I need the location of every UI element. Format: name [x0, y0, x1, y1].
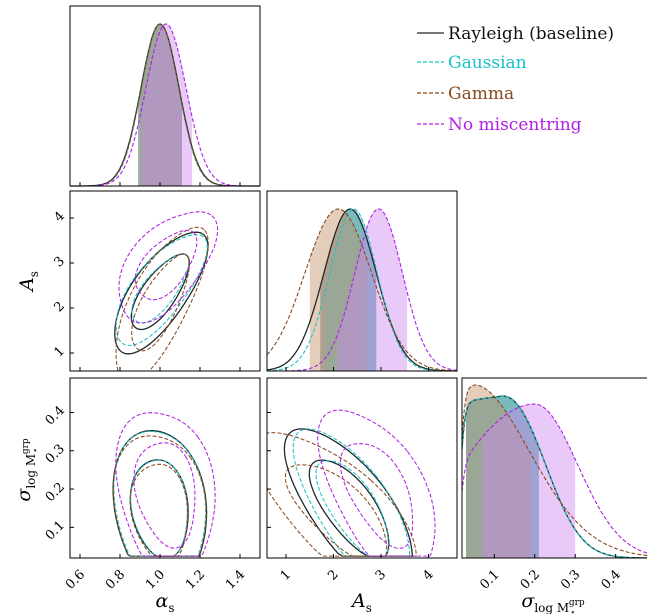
contour-gaussian-alpha-A-95pct: [115, 234, 208, 347]
contour-gamma-alpha-sigma-68pct: [129, 463, 188, 557]
legend-entry-gamma: Gamma: [417, 84, 514, 104]
panel-frame-A: [266, 190, 458, 372]
xtick-label-alpha-0: 0.6: [63, 567, 88, 592]
panel-frame-alpha-sigma: [69, 377, 261, 559]
xtick-label-sigma-2: 0.3: [558, 567, 583, 592]
curve-no-miscentring-A: [267, 208, 458, 372]
legend-label-no-miscentring: No miscentring: [448, 115, 582, 135]
curve-gaussian-A: [266, 208, 457, 372]
ytick-label-sigma-0: 0.1: [43, 518, 68, 543]
panel-frame-A-sigma: [266, 377, 458, 559]
legend: Rayleigh (baseline) Gaussian Gamma No mi…: [417, 24, 614, 135]
legend-label-rayleigh: Rayleigh (baseline): [448, 24, 614, 44]
curve-gamma-sigma: [461, 384, 647, 557]
ytick-label-A-2: 3: [51, 254, 67, 270]
ylabel-A: As: [16, 271, 41, 293]
xtick-label-alpha-1: 0.8: [103, 567, 128, 592]
ytick-label-A-3: 4: [51, 209, 67, 225]
contour-rayleigh-A-sigma-95pct: [283, 428, 414, 557]
xtick-label-sigma-1: 0.2: [518, 567, 543, 592]
ylabel-sigma: σlog M⋆grp: [13, 438, 41, 502]
legend-entry-rayleigh: Rayleigh (baseline): [417, 24, 614, 44]
contour-gaussian-alpha-sigma-68pct: [130, 459, 188, 557]
contour-rayleigh-alpha-A-95pct: [114, 231, 209, 355]
xlabel-sigma: σlog M⋆grp: [521, 590, 585, 614]
band-no-miscentring-A: [337, 209, 408, 371]
ytick-label-sigma-2: 0.3: [43, 442, 68, 467]
ytick-label-A-1: 2: [51, 299, 67, 315]
legend-label-gaussian: Gaussian: [448, 53, 527, 73]
legend-label-gamma: Gamma: [448, 84, 514, 104]
contour-no-miscentring-A-sigma-95pct: [317, 409, 436, 557]
ytick-label-sigma-3: 0.4: [43, 403, 68, 428]
marginal-alpha: [70, 23, 260, 187]
xtick-label-A-3: 4: [420, 567, 436, 583]
xlabel-A: As: [350, 590, 372, 614]
contour-gamma-alpha-sigma-95pct: [112, 435, 207, 557]
xlabel-alpha: αs: [155, 590, 174, 614]
ytick-label-sigma-1: 0.2: [43, 480, 68, 505]
contour-no-miscentring-alpha-A-95pct: [118, 211, 219, 324]
contour-rayleigh-alpha-sigma-95pct: [112, 430, 208, 557]
xtick-label-alpha-4: 1.4: [223, 567, 248, 592]
band-rayleigh-alpha: [138, 24, 182, 186]
xtick-label-A-0: 1: [278, 567, 294, 583]
band-gamma-A: [309, 209, 367, 371]
contour-gamma-alpha-A-68pct: [131, 253, 190, 352]
xtick-label-A-2: 3: [373, 567, 389, 583]
xtick-label-alpha-2: 1.0: [143, 567, 168, 592]
band-gamma-sigma: [466, 385, 531, 558]
curve-no-miscentring-sigma: [461, 403, 647, 554]
contour-rayleigh-A-sigma-68pct: [308, 459, 390, 557]
band-rayleigh-A: [320, 209, 377, 371]
curve-rayleigh-A: [266, 208, 457, 372]
band-no-miscentring-alpha: [142, 24, 192, 186]
ytick-label-A-0: 1: [51, 344, 67, 360]
panel-frame-alpha-A: [69, 190, 261, 372]
contour-panel-A-sigma: [267, 409, 436, 557]
contour-gamma-alpha-A-95pct: [115, 226, 209, 371]
contour-gaussian-A-sigma-68pct: [315, 460, 389, 557]
contour-no-miscentring-alpha-sigma-68pct: [133, 442, 196, 549]
contour-gamma-A-sigma-95pct: [267, 432, 418, 557]
curve-gaussian-sigma: [461, 395, 647, 559]
curve-no-miscentring-alpha: [70, 23, 260, 187]
contour-gamma-A-sigma-68pct: [284, 464, 388, 557]
contour-panel-alpha-sigma: [112, 412, 216, 557]
contour-gaussian-alpha-sigma-95pct: [113, 430, 207, 557]
xtick-label-sigma-3: 0.4: [599, 567, 624, 592]
contour-gaussian-alpha-A-68pct: [131, 253, 190, 324]
panel-frame-alpha: [69, 5, 261, 187]
contour-no-miscentring-A-sigma-68pct: [339, 443, 414, 549]
contour-no-miscentring-alpha-A-68pct: [134, 229, 198, 301]
xtick-label-sigma-0: 0.1: [477, 567, 502, 592]
band-no-miscentring-sigma: [482, 404, 576, 558]
panel-frame-sigma: [461, 377, 647, 559]
contour-panel-alpha-A: [114, 211, 219, 371]
xtick-label-A-1: 2: [325, 567, 341, 583]
panels: 0.1 0.2 0.3 0.4 1 2 3 4 0.6 0.8 1.0 1.2 1.4 0.1 0.2 0.3…: [13, 5, 647, 614]
marginal-sigma: [461, 384, 647, 559]
xtick-label-alpha-3: 1.2: [183, 567, 208, 592]
marginal-A: [266, 208, 458, 372]
legend-entry-gaussian: Gaussian: [417, 53, 527, 73]
legend-entry-no-miscentring: No miscentring: [417, 115, 582, 135]
contour-gaussian-A-sigma-95pct: [292, 428, 411, 557]
contour-no-miscentring-alpha-sigma-95pct: [115, 412, 216, 557]
